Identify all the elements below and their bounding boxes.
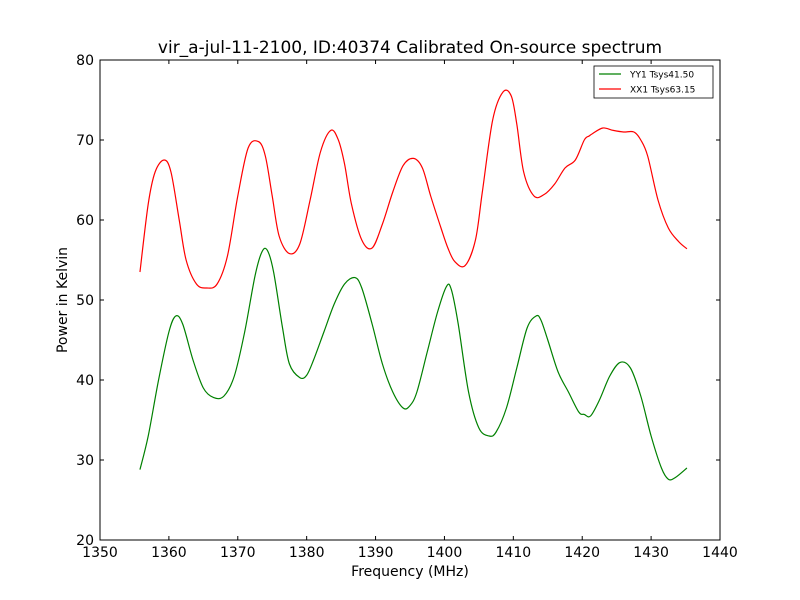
x-tick-label: 1420: [564, 545, 600, 561]
y-tick-label: 50: [76, 293, 94, 309]
x-axis-title: Frequency (MHz): [351, 564, 469, 580]
y-tick-label: 30: [76, 453, 94, 469]
x-tick-label: 1440: [702, 545, 738, 561]
y-tick-label: 80: [76, 53, 94, 69]
x-tick-label: 1380: [289, 545, 325, 561]
legend: YY1 Tsys41.50 XX1 Tsys63.15: [593, 65, 714, 99]
x-tick-label: 1390: [358, 545, 394, 561]
x-tick-label: 1350: [82, 545, 118, 561]
legend-box: [593, 65, 714, 99]
x-tick-label: 1360: [151, 545, 187, 561]
x-tick-label: 1410: [496, 545, 532, 561]
series-line-xx1: [139, 89, 688, 289]
y-tick-label: 40: [76, 373, 94, 389]
y-tick-label: 20: [76, 533, 94, 549]
plot-area: [99, 59, 721, 541]
chart-title: vir_a-jul-11-2100, ID:40374 Calibrated O…: [158, 38, 662, 58]
x-tick-label: 1400: [427, 545, 463, 561]
series-layer: [139, 89, 688, 481]
legend-label-yy1: YY1 Tsys41.50: [629, 71, 694, 81]
y-tick-label: 70: [76, 133, 94, 149]
series-line-yy1: [139, 247, 688, 481]
y-tick-label: 60: [76, 213, 94, 229]
x-tick-label: 1430: [633, 545, 669, 561]
axis-ticks: 1350 1360 1370 1380 1390 1400 1410 1420 1430 1440…: [76, 53, 738, 561]
x-tick-label: 1370: [220, 545, 256, 561]
legend-label-xx1: XX1 Tsys63.15: [630, 86, 695, 96]
y-axis-title: Power in Kelvin: [55, 247, 71, 353]
